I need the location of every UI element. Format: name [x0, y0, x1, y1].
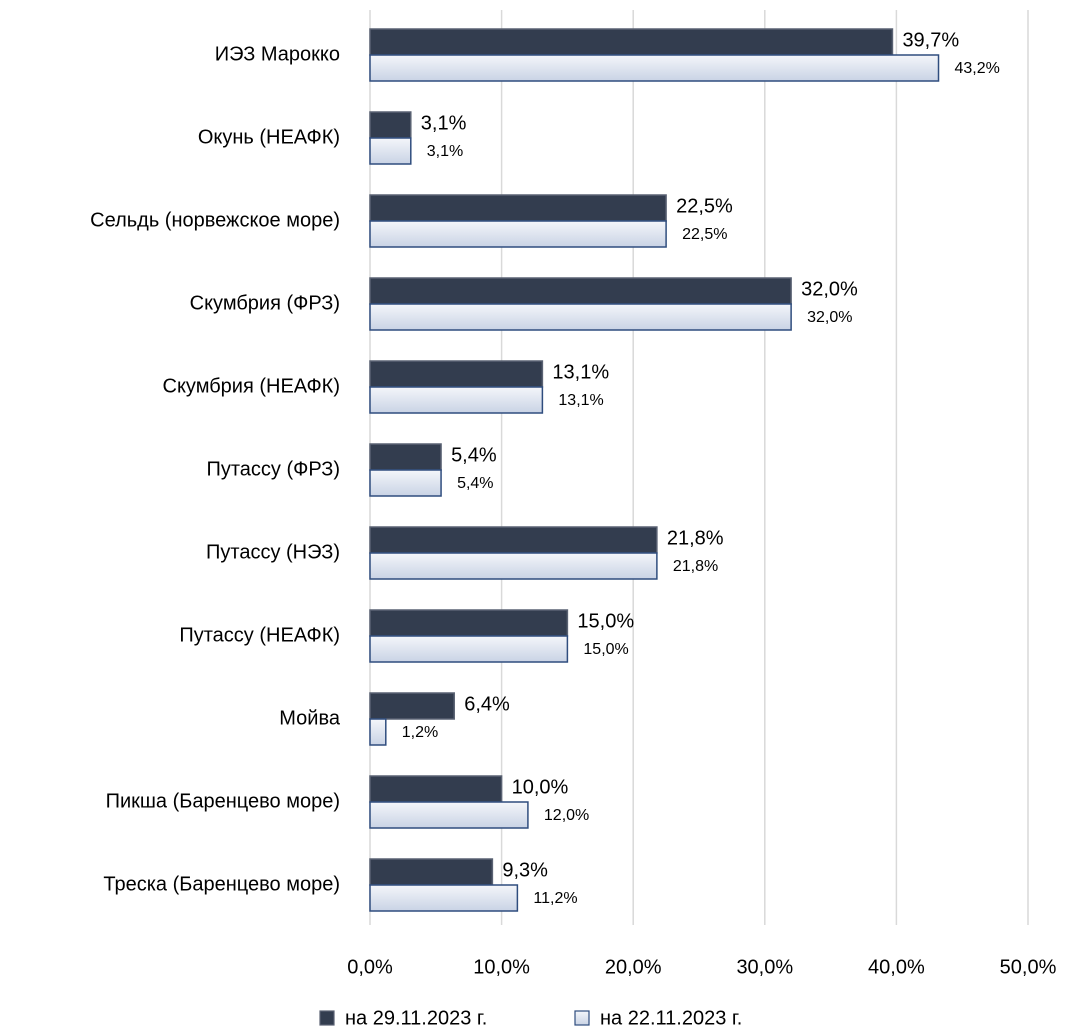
- data-label: 12,0%: [544, 807, 589, 824]
- bar: [369, 552, 658, 580]
- bar: [369, 111, 412, 139]
- x-tick-label: 40,0%: [868, 956, 925, 978]
- bar: [369, 277, 792, 305]
- data-label: 5,4%: [451, 444, 497, 466]
- data-label: 21,8%: [667, 527, 724, 549]
- bar: [369, 858, 494, 886]
- y-tick-label: Мойва: [279, 707, 341, 729]
- bar: [369, 386, 544, 414]
- y-tick-label: Путассу (ФРЗ): [207, 458, 341, 480]
- bar: [369, 635, 569, 663]
- bar: [369, 443, 442, 471]
- data-label: 3,1%: [421, 112, 467, 134]
- legend-label: на 29.11.2023 г.: [345, 1007, 487, 1029]
- bar: [369, 220, 667, 248]
- data-label: 13,1%: [552, 361, 609, 383]
- data-label: 22,5%: [682, 226, 727, 243]
- y-tick-label: Скумбрия (НЕАФК): [163, 375, 341, 397]
- data-label: 3,1%: [427, 143, 463, 160]
- x-tick-label: 0,0%: [347, 956, 393, 978]
- y-tick-label: Путассу (НЭЗ): [206, 541, 340, 563]
- bar: [369, 28, 894, 56]
- data-label: 5,4%: [457, 475, 493, 492]
- legend-swatch: [319, 1010, 335, 1026]
- data-label: 13,1%: [558, 392, 603, 409]
- y-tick-label: Окунь (НЕАФК): [198, 126, 340, 148]
- bar: [369, 775, 503, 803]
- bar: [369, 718, 387, 746]
- y-tick-label: Скумбрия (ФРЗ): [190, 292, 340, 314]
- data-label: 32,0%: [807, 309, 852, 326]
- data-label: 15,0%: [583, 641, 628, 658]
- bar: [369, 609, 569, 637]
- data-label: 10,0%: [512, 776, 569, 798]
- y-tick-label: Пикша (Баренцево море): [106, 790, 340, 812]
- bar: [369, 692, 455, 720]
- x-tick-label: 10,0%: [473, 956, 530, 978]
- data-label: 43,2%: [955, 60, 1000, 77]
- data-label: 15,0%: [577, 610, 634, 632]
- legend-label: на 22.11.2023 г.: [600, 1007, 742, 1029]
- bar: [369, 469, 442, 497]
- x-tick-label: 20,0%: [605, 956, 662, 978]
- bar: [369, 360, 544, 388]
- bar: [369, 303, 792, 331]
- y-tick-label: Сельдь (норвежское море): [90, 209, 340, 231]
- data-label: 32,0%: [801, 278, 858, 300]
- data-label: 21,8%: [673, 558, 718, 575]
- data-label: 22,5%: [676, 195, 733, 217]
- bar: [369, 194, 667, 222]
- bar: [369, 137, 412, 165]
- data-label: 1,2%: [402, 724, 438, 741]
- y-tick-label: Путассу (НЕАФК): [179, 624, 340, 646]
- data-label: 11,2%: [533, 890, 577, 907]
- x-tick-label: 50,0%: [1000, 956, 1057, 978]
- y-tick-label: Треска (Баренцево море): [103, 873, 340, 895]
- bar: [369, 884, 519, 912]
- data-label: 39,7%: [902, 29, 959, 51]
- data-label: 9,3%: [502, 859, 548, 881]
- data-label: 6,4%: [464, 693, 510, 715]
- y-tick-label: ИЭЗ Марокко: [215, 43, 340, 65]
- bar: [369, 801, 529, 829]
- bar: [369, 54, 940, 82]
- x-tick-label: 30,0%: [736, 956, 793, 978]
- bar: [369, 526, 658, 554]
- legend-swatch: [574, 1010, 590, 1026]
